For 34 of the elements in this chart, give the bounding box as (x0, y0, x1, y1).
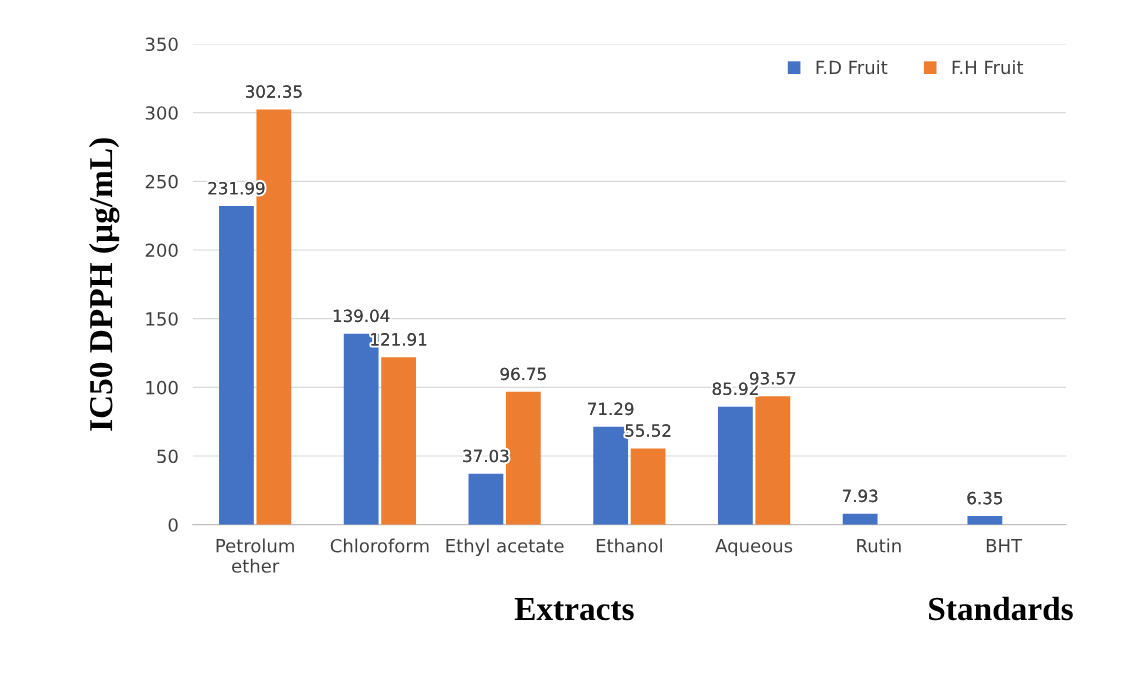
y-tick-label: 350 (145, 37, 178, 52)
y-tick-label: 200 (145, 243, 178, 258)
x-axis-title: Extracts (514, 598, 634, 621)
bar (842, 513, 878, 525)
legend-label: F.H Fruit (952, 60, 1024, 75)
bar (630, 448, 666, 525)
x-tick-label: Ethyl acetate (446, 538, 564, 557)
x-tick-label: BHT (986, 539, 1023, 553)
bar (967, 515, 1003, 525)
bar (468, 473, 504, 525)
bar (755, 396, 791, 525)
y-tick-label: 150 (146, 312, 178, 326)
bar (219, 206, 254, 525)
y-tick-label: 50 (157, 449, 178, 464)
y-tick-label: 250 (145, 174, 178, 189)
x-tick-label: Petrolum ether (216, 538, 294, 573)
y-tick-label: 0 (168, 518, 178, 532)
legend-label: F.D Fruit (816, 60, 888, 75)
data-label: 302.35 (245, 85, 302, 98)
y-tick-label: 100 (146, 380, 178, 395)
x-tick-label: Aqueous (715, 539, 793, 557)
y-tick-label: 300 (145, 106, 178, 120)
x-tick-label: Chloroform (330, 538, 429, 553)
bar (381, 357, 416, 525)
data-label: 96.75 (500, 367, 546, 381)
data-label: 7.93 (842, 489, 878, 503)
data-label: 6.35 (967, 491, 1002, 505)
data-label: 139.04 (333, 309, 390, 323)
data-label: 71.29 (588, 402, 634, 416)
text: Standards (929, 596, 1073, 621)
x-tick-label: Rutin (857, 538, 901, 553)
y-axis-title: IC50 DPPH (µg/mL) (88, 138, 120, 431)
bar (718, 406, 753, 525)
x-tick-label: Ethanol (596, 538, 662, 553)
